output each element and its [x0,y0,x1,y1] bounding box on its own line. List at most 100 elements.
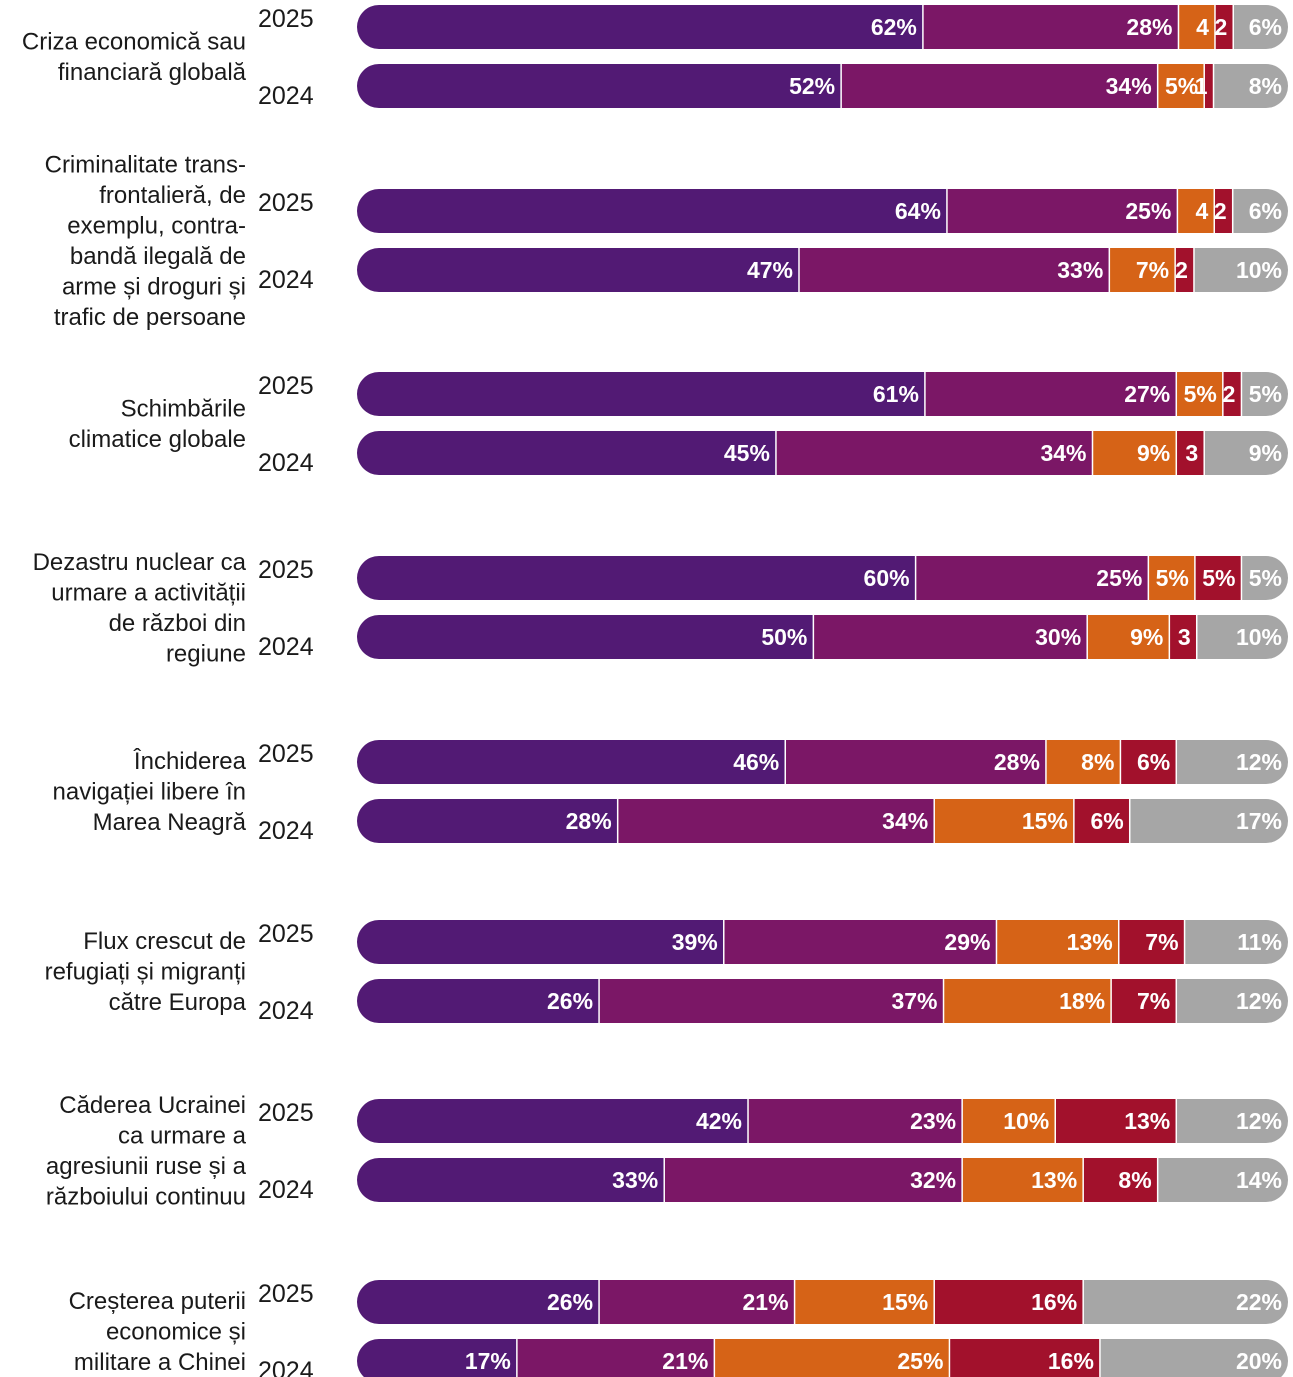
data-label: 50% [761,624,807,650]
data-label: 21% [662,1348,708,1374]
data-label: 2 [1214,198,1227,224]
bar-segment [1175,248,1194,292]
category-label-line: navigației libere în [53,779,246,806]
data-label: 60% [864,565,910,591]
data-label: 12% [1236,988,1282,1014]
bar-segment [1214,5,1234,49]
segment-divider [616,799,619,843]
year-label: 2024 [258,1357,314,1377]
category-label-line: Criminalitate trans- [45,151,246,178]
category-label: Căderea Ucrainei ca urmare a agresiunii ru… [46,1092,247,1211]
bar-segment [617,799,935,843]
data-label: 42% [696,1108,742,1134]
data-label: 22% [1236,1289,1282,1315]
category-label-line: Marea Neagră [93,809,247,836]
data-label: 18% [1059,988,1105,1014]
category-label-line: agresiunii ruse și a [46,1153,247,1180]
data-label: 6% [1249,14,1282,40]
category-group: Flux crescut de refugiați și migranți cătr… [45,920,1288,1025]
segment-divider [933,1280,935,1324]
bar-segment [357,1158,665,1202]
bar-segment [934,1280,1084,1324]
data-label: 28% [566,808,612,834]
segment-divider [1054,1099,1056,1143]
data-label: 5% [1202,565,1235,591]
bar-row: 2024 28% 34% 15% 6% 17% [258,799,1288,845]
segment-divider [1119,740,1122,784]
data-label: 6% [1137,749,1170,775]
bar-segment [1083,1158,1158,1202]
data-label: 4 [1196,14,1209,40]
data-label: 25% [1096,565,1142,591]
data-label: 8% [1249,73,1282,99]
data-label: 29% [944,929,990,955]
bar-segments [357,1099,1288,1143]
data-label: 6% [1090,808,1123,834]
category-group: Criminalitate trans-frontalieră, de exemp… [45,151,1288,331]
bar-segment [1087,615,1170,659]
year-label: 2025 [258,189,314,217]
year-label: 2025 [258,1099,314,1127]
data-label: 28% [1126,14,1172,40]
segment-divider [1214,5,1216,49]
year-label: 2024 [258,633,314,661]
bar-segment [1241,372,1288,416]
category-label-line: trafic de persoane [54,304,246,331]
bar-segment [1194,556,1242,600]
category-label-line: economice și [106,1319,246,1346]
segment-divider [1203,431,1205,475]
data-label: 2 [1214,14,1227,40]
data-label: 64% [895,198,941,224]
bar-segments [357,189,1288,233]
segment-divider [1195,615,1198,659]
segment-divider [922,5,924,49]
bar-segment [664,1158,963,1202]
bar-row: 2024 47% 33% 7% 2 10% [258,248,1288,294]
year-label: 2024 [258,266,314,294]
bar-segment [357,372,925,416]
data-label: 8% [1118,1167,1151,1193]
category-label: Dezastru nuclear ca urmare a activității d… [33,549,247,668]
segment-divider [1183,920,1186,964]
bar-segment [516,1339,715,1377]
bar-segment [1177,189,1215,233]
bar-segment [1213,64,1288,108]
data-label: 13% [1124,1108,1170,1134]
data-label: 9% [1249,440,1282,466]
data-label: 10% [1003,1108,1049,1134]
segment-divider [1203,64,1205,108]
bar-segment [357,799,618,843]
data-label: 20% [1236,1348,1282,1374]
year-label: 2024 [258,449,314,477]
data-label: 9% [1137,440,1170,466]
bar-segments [357,556,1288,600]
category-label-line: Schimbările [121,395,246,422]
data-label: 5% [1184,381,1217,407]
bar-segments [357,1280,1288,1324]
data-label: 25% [1125,198,1171,224]
category-label: Schimbările climatice globale [69,395,246,453]
bar-segments [357,372,1288,416]
bar-segments [357,740,1288,784]
data-label: 2 [1223,381,1236,407]
data-label: 13% [1031,1167,1077,1193]
bar-row: 2024 33% 32% 13% 8% 14% [258,1158,1288,1204]
data-label: 34% [1106,73,1152,99]
bar-segment [1176,1099,1288,1143]
bar-segment [599,979,944,1023]
bar-row: 2025 39% 29% 13% 7% 11% [258,920,1288,964]
data-label: 21% [743,1289,789,1315]
data-label: 26% [547,1289,593,1315]
data-label: 39% [672,929,718,955]
bar-segment [1176,372,1223,416]
bar-segment [775,431,1093,475]
segment-divider [1082,1280,1084,1324]
bar-row: 2024 50% 30% 9% 3 10% [258,615,1288,661]
bar-row: 2025 62% 28% 4 2 6% [258,5,1288,49]
segment-divider [942,979,945,1023]
segment-divider [1232,5,1234,49]
bar-segment [1148,556,1195,600]
data-label: 13% [1067,929,1113,955]
data-label: 2 [1175,257,1188,283]
